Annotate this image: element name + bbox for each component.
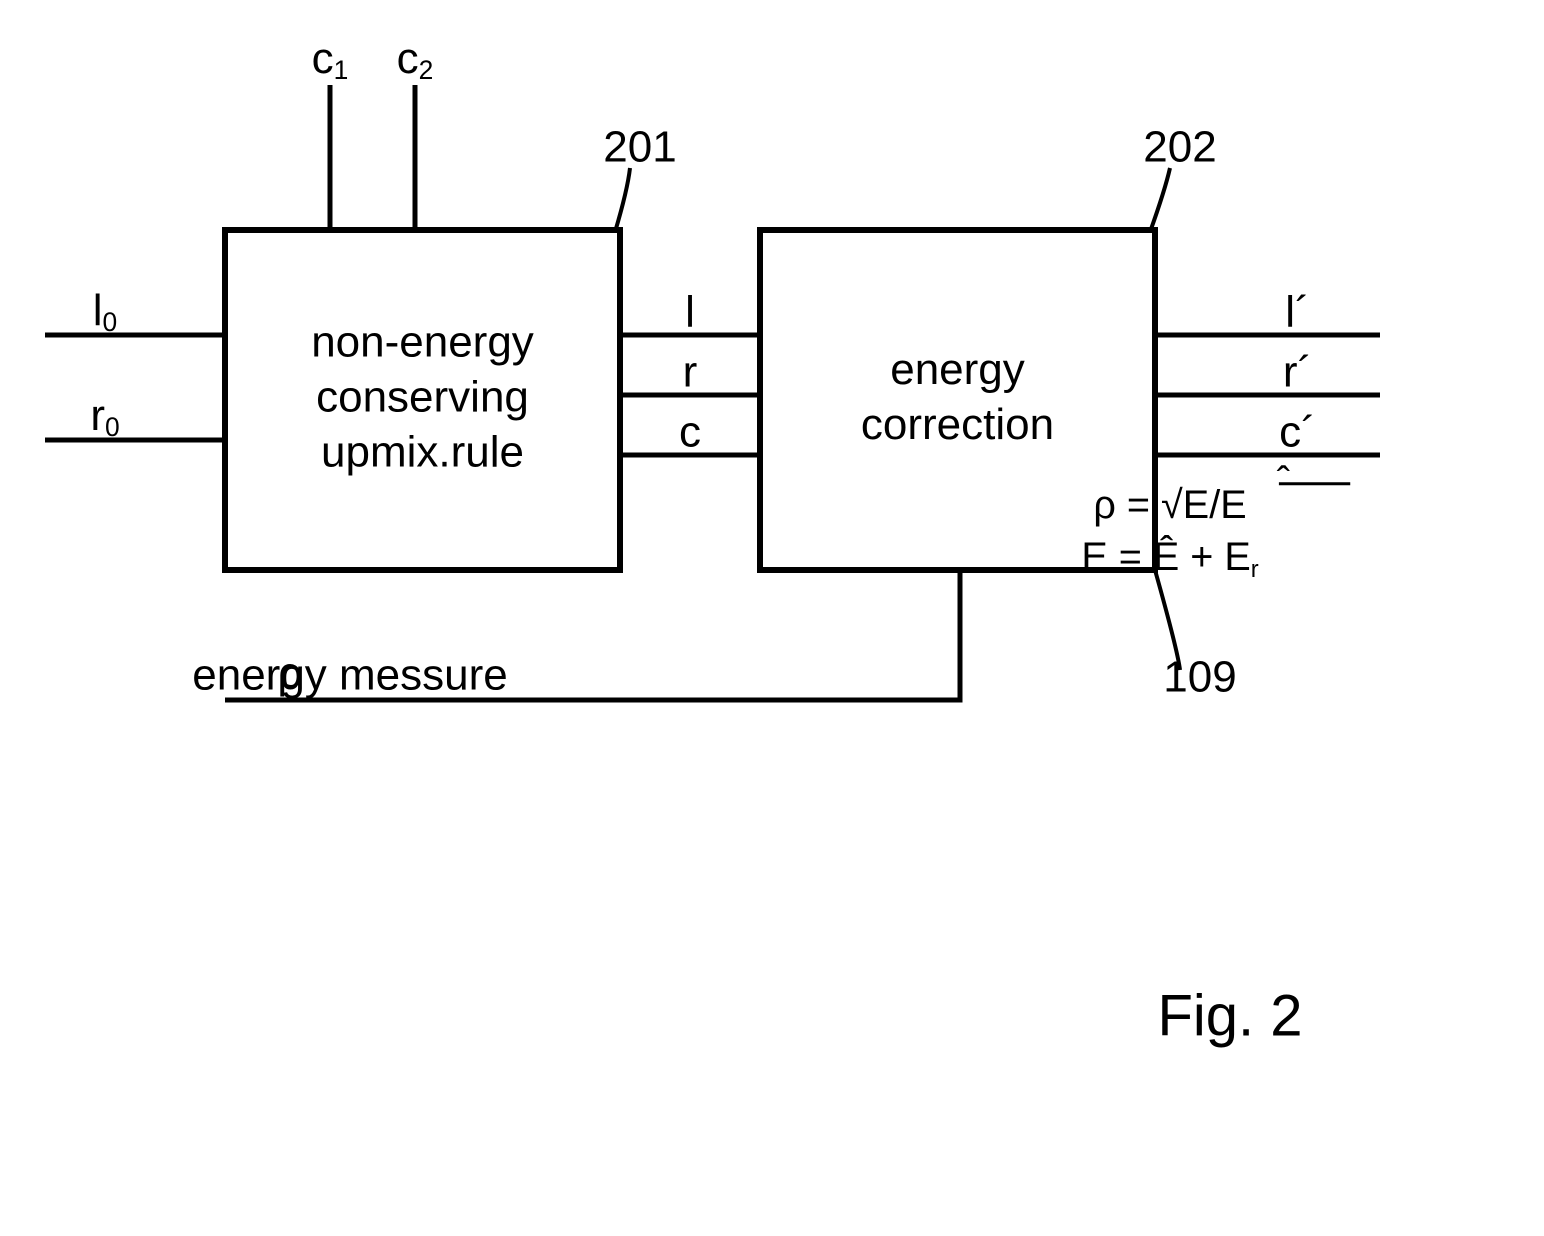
callout-202: 202	[1143, 123, 1216, 172]
correction-block-text: correction	[861, 400, 1054, 449]
equation-rho: ρ = √E/E	[1093, 483, 1246, 527]
equation-energy: E = Ê + Er	[1081, 535, 1258, 583]
upmix-block-text: upmix.rule	[321, 428, 524, 477]
label-out-c: c´	[1279, 408, 1316, 457]
label-mid-r: r	[683, 348, 698, 397]
label-out-r: r´	[1283, 348, 1312, 397]
canvas-bg	[0, 0, 1544, 1236]
label-out-l: l´	[1285, 288, 1309, 337]
upmix-block-text: non-energy	[311, 318, 534, 367]
label-mid-l: l	[685, 288, 695, 337]
figure-label: Fig. 2	[1157, 983, 1302, 1048]
callout-201: 201	[603, 123, 676, 172]
callout-109: 109	[1163, 653, 1236, 702]
upmix-block-text: conserving	[316, 373, 529, 422]
correction-block-text: energy	[890, 345, 1025, 394]
label-energy-measure: energy messure	[192, 651, 507, 700]
label-mid-c: c	[679, 408, 701, 457]
